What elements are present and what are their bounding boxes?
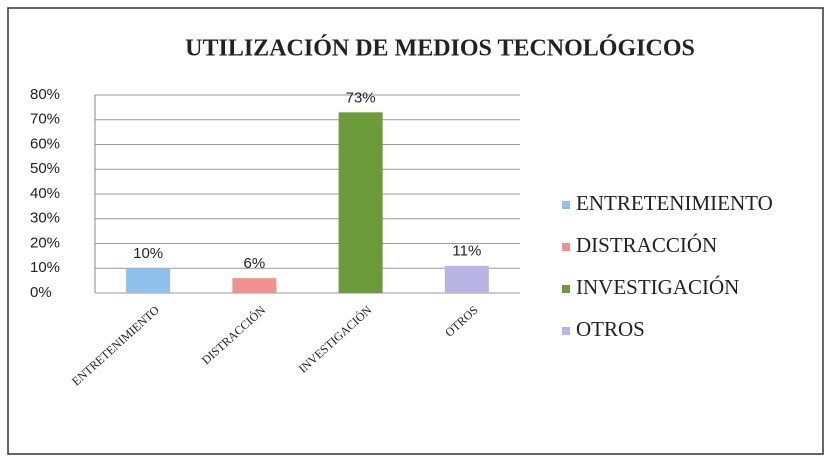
y-tick-label: 80% <box>30 86 60 103</box>
legend-swatch <box>562 201 570 209</box>
y-tick-label: 30% <box>30 210 60 227</box>
legend-label: INVESTIGACIÓN <box>576 275 739 299</box>
bar <box>126 268 171 293</box>
data-label: 11% <box>452 243 481 260</box>
legend-label: ENTRETENIMIENTO <box>576 191 773 215</box>
y-tick-label: 20% <box>30 234 60 251</box>
bar <box>444 265 489 293</box>
legend-swatch <box>562 285 570 293</box>
chart-border <box>7 7 824 455</box>
bar <box>232 278 277 293</box>
chart-title: UTILIZACIÓN DE MEDIOS TECNOLÓGICOS <box>185 35 695 62</box>
y-tick-label: 0% <box>30 284 52 301</box>
y-tick-label: 60% <box>30 135 60 152</box>
legend-swatch <box>562 327 570 335</box>
legend-label: OTROS <box>576 317 645 341</box>
y-tick-label: 50% <box>30 160 60 177</box>
legend-label: DISTRACCIÓN <box>576 233 717 257</box>
data-label: 10% <box>133 245 163 262</box>
y-tick-label: 40% <box>30 185 60 202</box>
data-label: 6% <box>244 255 266 272</box>
legend-swatch <box>562 243 570 251</box>
bar <box>338 112 383 293</box>
y-tick-label: 70% <box>30 111 60 128</box>
data-label: 73% <box>346 89 376 106</box>
y-tick-label: 10% <box>30 259 60 276</box>
